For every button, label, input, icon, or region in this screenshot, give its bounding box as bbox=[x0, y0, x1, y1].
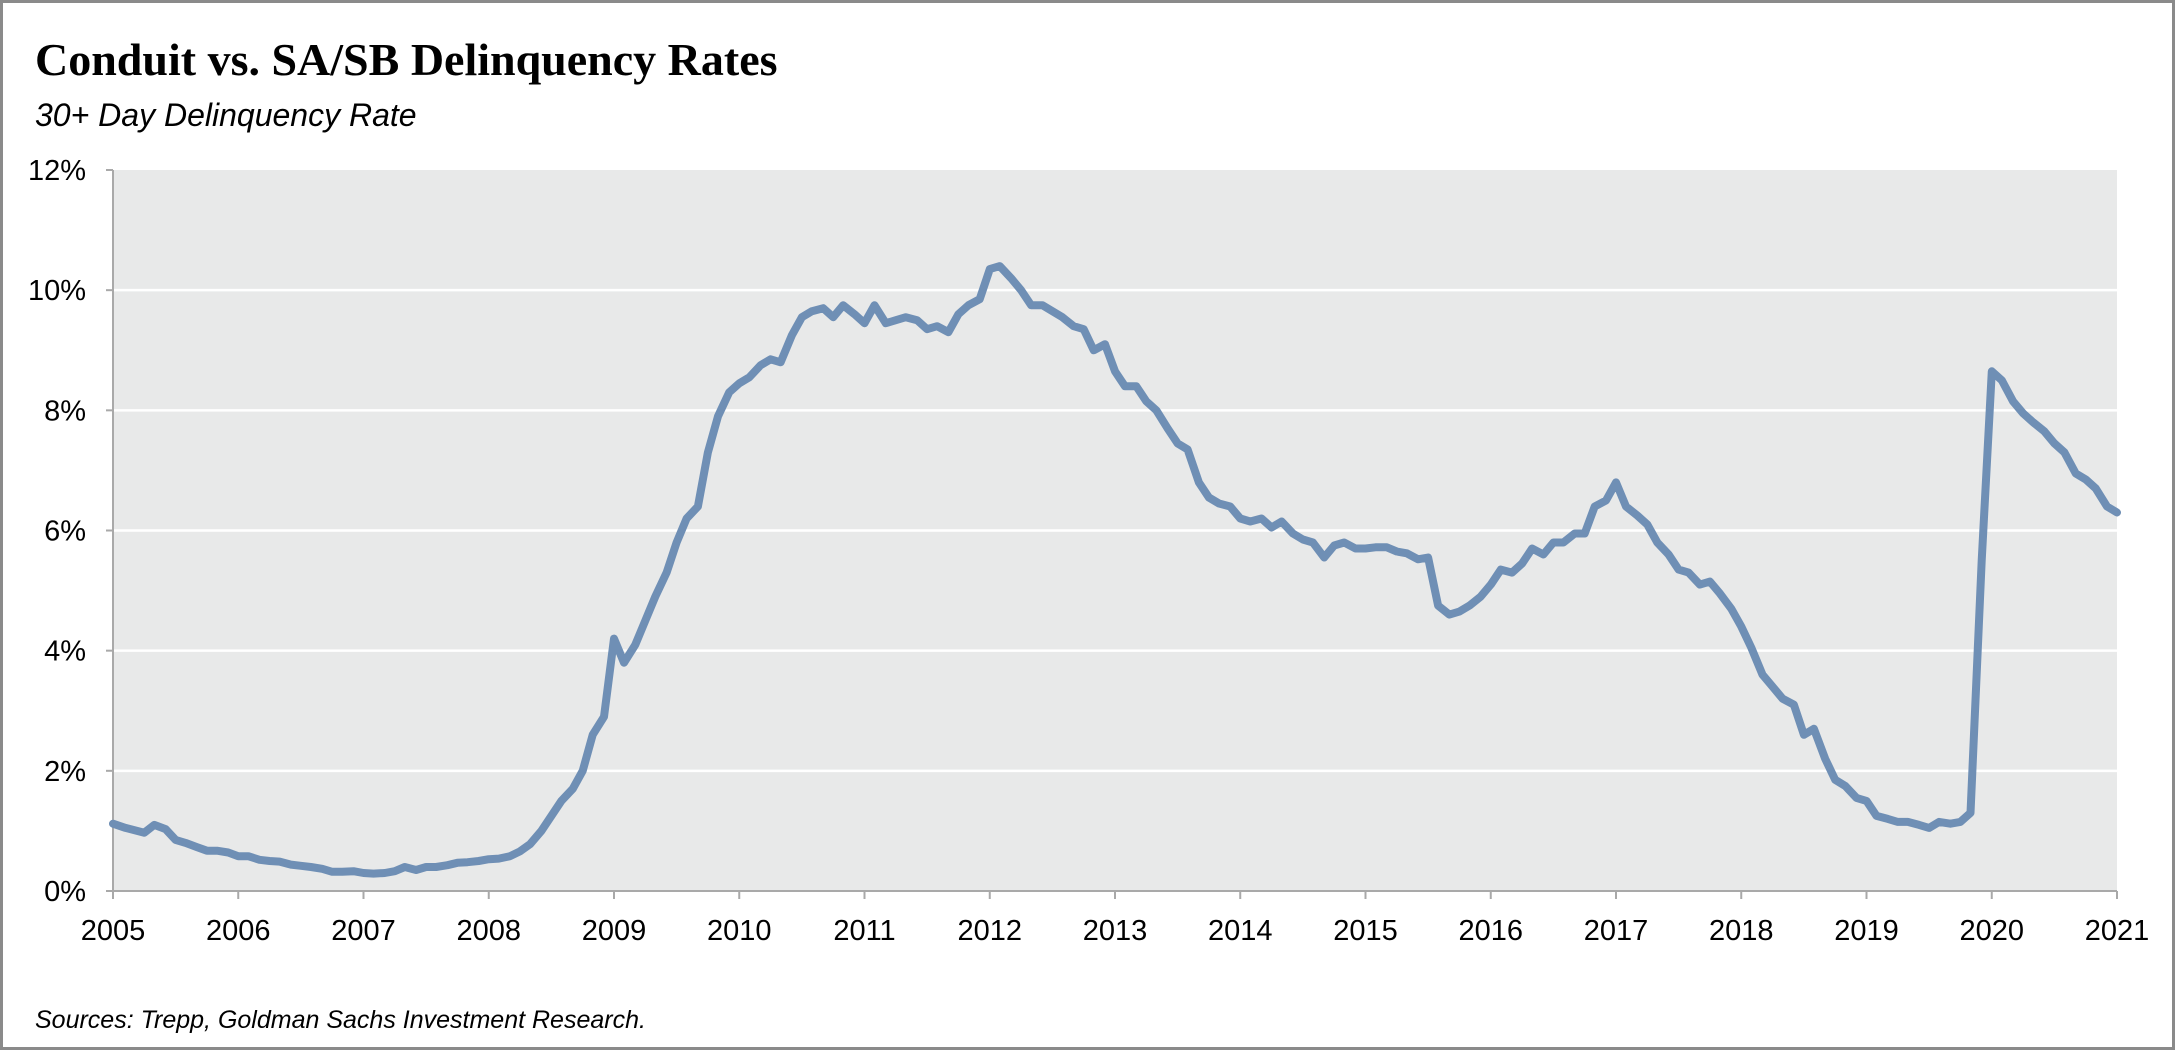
gridlines bbox=[113, 288, 2117, 773]
chart-source: Sources: Trepp, Goldman Sachs Investment… bbox=[35, 1006, 646, 1034]
x-tick-label: 2005 bbox=[81, 915, 146, 947]
chart-title: Conduit vs. SA/SB Delinquency Rates bbox=[35, 34, 778, 85]
x-tick-label: 2020 bbox=[1959, 915, 2024, 947]
line-chart: 0% 2% 4% 6% 8% 10% 12% 2005 2006 2007 2008 2009 201… bbox=[28, 155, 2150, 947]
y-tick-label: 2% bbox=[44, 756, 86, 788]
x-tick-label: 2011 bbox=[833, 915, 895, 947]
x-tick-label: 2018 bbox=[1709, 915, 1774, 947]
series-layer bbox=[109, 262, 2121, 878]
chart-subtitle: 30+ Day Delinquency Rate bbox=[35, 97, 417, 133]
x-tick-label: 2012 bbox=[957, 915, 1022, 947]
x-tick-label: 2015 bbox=[1333, 915, 1398, 947]
x-axis-ticks: 2005 2006 2007 2008 2009 2010 2011 2012 2013 2014… bbox=[81, 891, 2150, 947]
y-tick-label: 12% bbox=[28, 155, 86, 187]
x-tick-label: 2019 bbox=[1834, 915, 1899, 947]
y-tick-label: 10% bbox=[28, 275, 86, 307]
x-tick-label: 2010 bbox=[707, 915, 772, 947]
y-tick-label: 6% bbox=[44, 516, 86, 548]
y-tick-label: 4% bbox=[44, 636, 86, 668]
x-tick-label: 2008 bbox=[456, 915, 521, 947]
x-tick-label: 2016 bbox=[1458, 915, 1523, 947]
x-tick-label: 2006 bbox=[206, 915, 271, 947]
x-tick-label: 2017 bbox=[1584, 915, 1649, 947]
y-axis-ticks: 0% 2% 4% 6% 8% 10% 12% bbox=[28, 155, 113, 908]
y-tick-label: 8% bbox=[44, 395, 86, 427]
series-line bbox=[109, 262, 2121, 878]
y-tick-label: 0% bbox=[44, 876, 86, 908]
x-tick-label: 2021 bbox=[2085, 915, 2150, 947]
x-tick-label: 2009 bbox=[582, 915, 647, 947]
x-tick-label: 2007 bbox=[331, 915, 396, 947]
x-tick-label: 2013 bbox=[1083, 915, 1148, 947]
x-tick-label: 2014 bbox=[1208, 915, 1273, 947]
